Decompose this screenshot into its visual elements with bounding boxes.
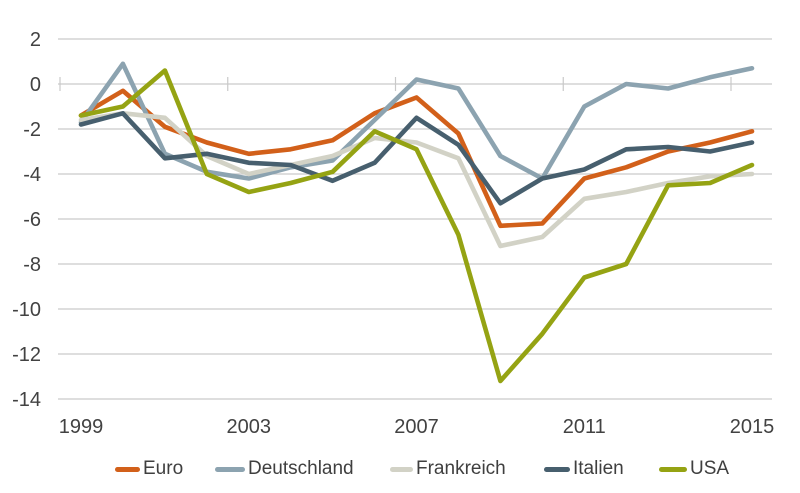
legend-item-deutschland: Deutschland xyxy=(215,455,354,483)
y-axis-tick-label: -10 xyxy=(12,299,41,321)
legend-label: Euro xyxy=(143,458,184,479)
legend-label: Frankreich xyxy=(416,458,506,479)
series-line-usa xyxy=(78,68,755,384)
y-axis-tick-label: -12 xyxy=(12,344,41,366)
series-line-italien xyxy=(78,111,755,206)
legend-label: Deutschland xyxy=(248,458,354,479)
legend-item-frankreich: Frankreich xyxy=(390,455,506,483)
legend-label: Italien xyxy=(573,458,624,479)
x-axis-tick-label: 2011 xyxy=(563,416,606,438)
y-axis-tick-label: -6 xyxy=(23,209,41,231)
chart-plot-area: 2 0 -2 -4 -6 -8 -10 -12 -14 1999 2003 2007 2011 2015 xyxy=(12,29,775,438)
y-axis-tick-label: -14 xyxy=(12,389,41,411)
legend-item-italien: Italien xyxy=(544,455,624,483)
x-axis-tick-label: 1999 xyxy=(59,416,104,438)
legend-swatch-italien xyxy=(544,466,570,472)
series-line-deutschland xyxy=(78,61,755,181)
y-axis-tick-label: -8 xyxy=(23,254,41,276)
y-axis-tick-label: -4 xyxy=(23,164,41,186)
x-axis-tick-label: 2007 xyxy=(394,416,439,438)
legend-swatch-euro xyxy=(115,466,140,472)
x-axis-tick-label: 2015 xyxy=(730,416,775,438)
y-axis-tick-label: 0 xyxy=(30,74,41,96)
legend-swatch-usa xyxy=(659,466,687,472)
x-axis-tick-label: 2003 xyxy=(227,416,272,438)
y-axis-tick-label: 2 xyxy=(30,29,41,51)
legend-swatch-deutschland xyxy=(215,466,245,472)
legend-item-usa: USA xyxy=(659,455,729,483)
legend-label: USA xyxy=(690,458,730,479)
chart-legend: Euro Deutschland Frankreich Italien USA xyxy=(0,455,800,485)
legend-item-euro: Euro xyxy=(115,455,183,483)
y-axis-tick-label: -2 xyxy=(23,119,41,141)
legend-swatch-frankreich xyxy=(390,466,413,472)
series-line-frankreich xyxy=(78,111,755,249)
